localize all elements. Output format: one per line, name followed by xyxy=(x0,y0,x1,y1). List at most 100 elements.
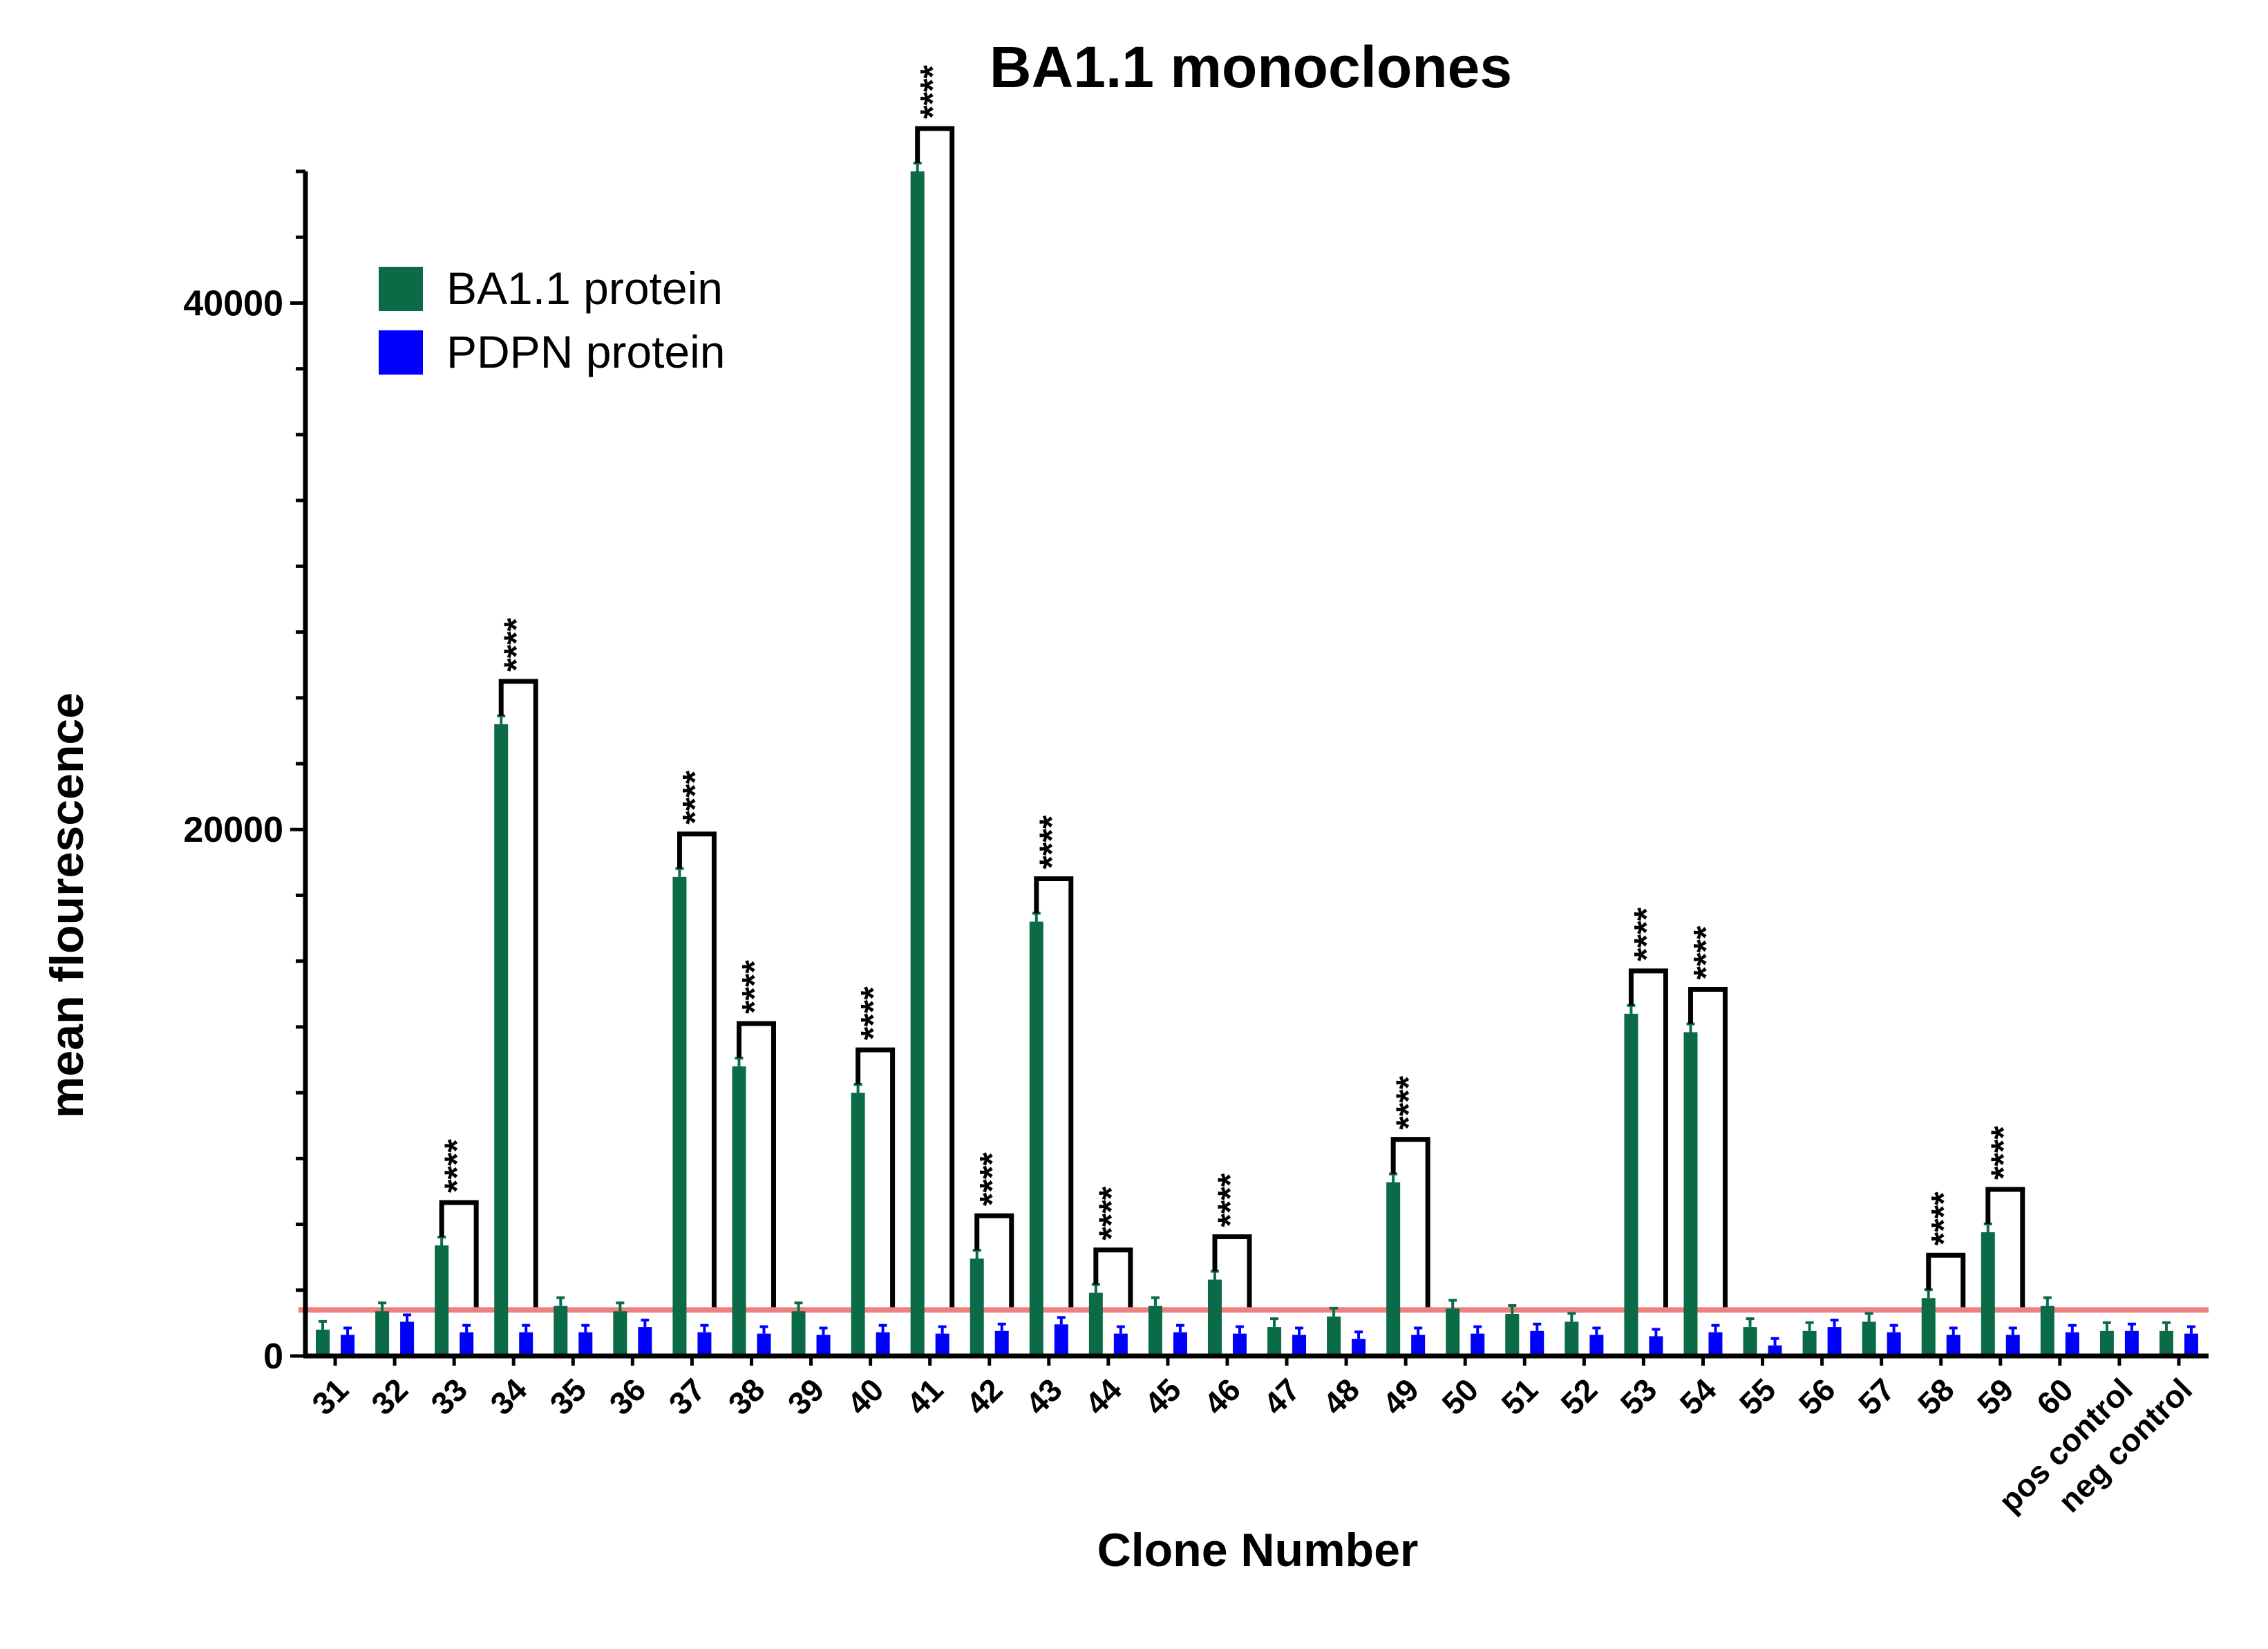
x-tick-label-52: 52 xyxy=(1553,1371,1604,1422)
bar-ba11-35 xyxy=(554,1306,568,1356)
sig-bracket-33 xyxy=(439,1200,479,1308)
bar-ba11-54 xyxy=(1683,1032,1698,1356)
x-tick-label-33: 33 xyxy=(424,1371,474,1422)
bar-ba11-40 xyxy=(851,1093,865,1356)
sig-bracket-38 xyxy=(736,1021,776,1308)
bar-pdpn-56 xyxy=(1827,1327,1842,1356)
x-tick-label-42: 42 xyxy=(959,1371,1010,1422)
sig-bracket-54 xyxy=(1688,987,1728,1308)
bar-pdpn-pos-control xyxy=(2124,1330,2139,1356)
bar-ba11-50 xyxy=(1446,1308,1460,1356)
bar-ba11-57 xyxy=(1862,1321,1876,1356)
sig-bracket-42 xyxy=(974,1213,1014,1308)
bar-pdpn-31 xyxy=(341,1335,355,1356)
bar-ba11-46 xyxy=(1207,1279,1222,1356)
bar-ba11-52 xyxy=(1565,1321,1579,1356)
legend-swatch-pdpn xyxy=(379,330,423,375)
bar-pdpn-42 xyxy=(994,1330,1009,1356)
x-tick-label-56: 56 xyxy=(1792,1371,1842,1422)
sig-label-38: **** xyxy=(735,960,773,1014)
x-axis-label: Clone Number xyxy=(1097,1524,1419,1576)
sig-label-37: **** xyxy=(675,770,714,824)
bar-ba11-neg-control xyxy=(2159,1330,2173,1356)
bar-pdpn-51 xyxy=(1530,1330,1544,1356)
bar-ba11-49 xyxy=(1386,1182,1401,1356)
bar-ba11-53 xyxy=(1624,1013,1638,1356)
x-tick-label-41: 41 xyxy=(900,1371,950,1422)
bar-ba11-41 xyxy=(910,171,925,1356)
x-tick-label-50: 50 xyxy=(1435,1371,1485,1422)
legend: BA1.1 protein PDPN protein xyxy=(379,263,726,377)
x-tick-label-40: 40 xyxy=(840,1371,891,1422)
axes-layer xyxy=(290,169,2209,1366)
legend-label-pdpn: PDPN protein xyxy=(446,326,726,377)
chart-title: BA1.1 monoclones xyxy=(990,35,1512,100)
sig-label-41: **** xyxy=(914,65,952,119)
x-tick-label-34: 34 xyxy=(483,1371,533,1422)
x-tick-label-51: 51 xyxy=(1494,1371,1544,1422)
bar-ba11-60 xyxy=(2040,1306,2054,1356)
bar-ba11-34 xyxy=(494,724,509,1356)
bar-pdpn-59 xyxy=(2005,1335,2020,1356)
sig-label-42: **** xyxy=(973,1152,1012,1206)
bar-ba11-42 xyxy=(970,1259,984,1356)
bar-pdpn-44 xyxy=(1113,1333,1128,1356)
bar-pdpn-48 xyxy=(1352,1339,1366,1356)
x-tick-label-37: 37 xyxy=(662,1371,712,1422)
bar-pdpn-neg-control xyxy=(2184,1333,2198,1356)
bar-pdpn-54 xyxy=(1708,1332,1723,1356)
x-tick-label-43: 43 xyxy=(1019,1371,1069,1422)
x-tick-label-44: 44 xyxy=(1078,1371,1128,1422)
bar-pdpn-55 xyxy=(1768,1345,1782,1356)
sig-bracket-43 xyxy=(1034,876,1074,1308)
x-tick-label-57: 57 xyxy=(1851,1371,1902,1422)
bar-pdpn-49 xyxy=(1411,1335,1426,1356)
y-tick-label-0: 0 xyxy=(263,1337,283,1377)
x-tick-label-54: 54 xyxy=(1673,1371,1723,1422)
bar-pdpn-53 xyxy=(1649,1336,1663,1356)
x-tick-label-46: 46 xyxy=(1197,1371,1247,1422)
x-tick-label-38: 38 xyxy=(721,1371,772,1422)
x-tick-label-47: 47 xyxy=(1256,1371,1307,1422)
sig-label-58: **** xyxy=(1925,1191,1963,1245)
bar-pdpn-60 xyxy=(2065,1332,2079,1356)
x-tick-label-45: 45 xyxy=(1137,1371,1188,1422)
sig-label-49: **** xyxy=(1389,1075,1428,1129)
y-tick-label-20000: 20000 xyxy=(183,810,283,850)
bar-ba11-48 xyxy=(1327,1316,1341,1356)
sig-bracket-40 xyxy=(856,1047,896,1308)
sig-bracket-44 xyxy=(1093,1247,1133,1308)
bar-pdpn-36 xyxy=(638,1327,652,1356)
x-tick-label-55: 55 xyxy=(1732,1371,1783,1422)
x-tick-label-31: 31 xyxy=(305,1371,355,1422)
sig-label-44: **** xyxy=(1092,1186,1131,1240)
bar-ba11-59 xyxy=(1981,1232,1995,1356)
sig-bracket-53 xyxy=(1628,968,1668,1308)
bar-pdpn-34 xyxy=(519,1332,533,1356)
bar-pdpn-41 xyxy=(935,1333,949,1356)
bar-pdpn-39 xyxy=(816,1335,831,1356)
x-tick-label-39: 39 xyxy=(781,1371,831,1422)
x-tick-label-49: 49 xyxy=(1375,1371,1426,1422)
bar-pdpn-37 xyxy=(697,1332,712,1356)
sig-bracket-41 xyxy=(915,126,955,1308)
bar-pdpn-46 xyxy=(1232,1333,1247,1356)
bar-ba11-37 xyxy=(672,876,687,1356)
bar-pdpn-38 xyxy=(757,1333,771,1356)
sig-label-40: **** xyxy=(854,986,893,1040)
x-tick-label-59: 59 xyxy=(1970,1371,2021,1422)
bar-ba11-38 xyxy=(732,1066,746,1356)
bar-ba11-55 xyxy=(1743,1327,1757,1356)
bar-ba11-45 xyxy=(1148,1306,1162,1356)
y-tick-label-40000: 40000 xyxy=(183,283,283,323)
bar-ba11-36 xyxy=(613,1311,627,1356)
sig-label-33: **** xyxy=(437,1139,476,1193)
sig-bracket-49 xyxy=(1390,1137,1430,1308)
bar-pdpn-45 xyxy=(1173,1332,1187,1356)
sig-label-34: **** xyxy=(497,617,536,671)
sig-label-59: **** xyxy=(1984,1126,2023,1180)
bar-pdpn-52 xyxy=(1589,1335,1604,1356)
bar-ba11-31 xyxy=(316,1329,330,1356)
sig-bracket-59 xyxy=(1985,1187,2025,1308)
